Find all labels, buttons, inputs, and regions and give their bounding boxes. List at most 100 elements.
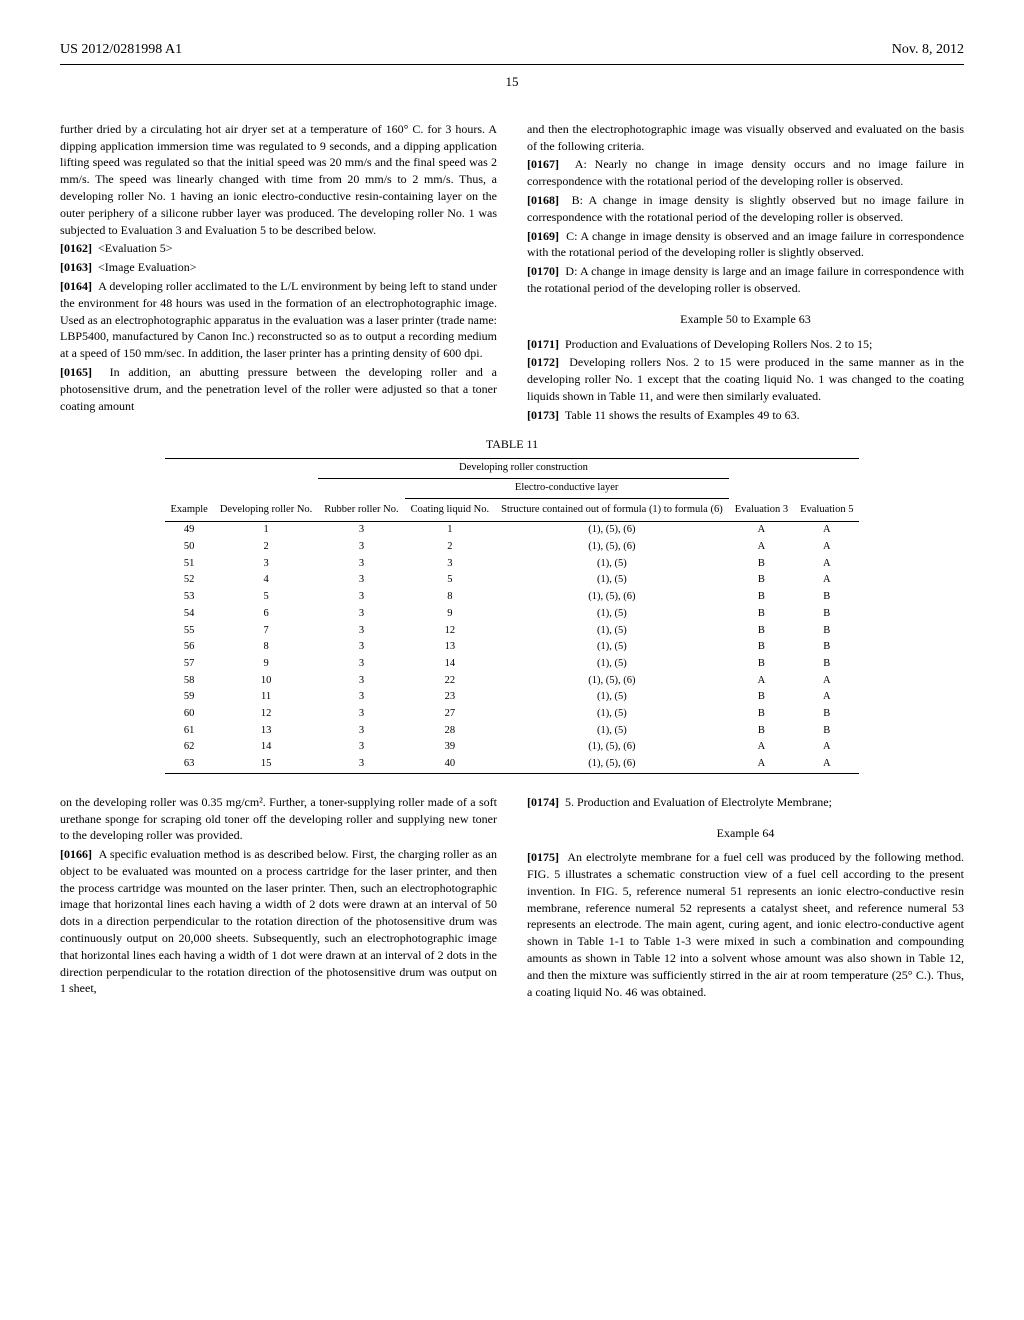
table-cell: 23	[405, 689, 495, 706]
table-row: 5810322(1), (5), (6)AA	[165, 673, 860, 690]
table-cell: 11	[214, 689, 318, 706]
table-cell: 3	[318, 556, 404, 573]
paragraph: [0166] A specific evaluation method is a…	[60, 846, 497, 997]
page-number: 15	[60, 73, 964, 91]
para-num: [0163]	[60, 260, 92, 274]
table-row: 557312(1), (5)BB	[165, 623, 860, 640]
table-sub-header: Electro-conductive layer	[405, 479, 729, 499]
para-text: An electrolyte membrane for a fuel cell …	[527, 850, 964, 998]
table-cell: 2	[405, 539, 495, 556]
table-cell: 58	[165, 673, 214, 690]
table-cell: A	[794, 673, 859, 690]
col-header: Evaluation 5	[794, 498, 859, 522]
table-cell: B	[794, 639, 859, 656]
table-cell: A	[794, 572, 859, 589]
table-cell: 53	[165, 589, 214, 606]
table-cell: 54	[165, 606, 214, 623]
paragraph: [0163] <Image Evaluation>	[60, 259, 497, 276]
col-header: Rubber roller No.	[318, 498, 404, 522]
table-cell: B	[729, 656, 794, 673]
table-cell: 3	[318, 639, 404, 656]
para-text: B: A change in image density is slightly…	[527, 193, 964, 224]
paragraph: [0162] <Evaluation 5>	[60, 240, 497, 257]
para-num: [0173]	[527, 408, 559, 422]
table-cell: 49	[165, 522, 214, 539]
table-cell: 8	[405, 589, 495, 606]
table-cell: B	[729, 706, 794, 723]
table-cell: B	[729, 639, 794, 656]
table-cell: (1), (5)	[495, 572, 729, 589]
table-cell: 3	[214, 556, 318, 573]
table-cell: A	[794, 756, 859, 773]
table-cell: 14	[214, 739, 318, 756]
table-row: 50232(1), (5), (6)AA	[165, 539, 860, 556]
example-range-title: Example 50 to Example 63	[527, 311, 964, 328]
table-cell: B	[729, 572, 794, 589]
table-cell: 3	[318, 656, 404, 673]
table-cell: (1), (5)	[495, 606, 729, 623]
paragraph: [0165] In addition, an abutting pressure…	[60, 364, 497, 414]
table-cell: A	[729, 522, 794, 539]
para-num: [0174]	[527, 795, 559, 809]
paragraph: [0170] D: A change in image density is l…	[527, 263, 964, 297]
table-cell: B	[794, 656, 859, 673]
para-num: [0168]	[527, 193, 559, 207]
table-cell: A	[794, 689, 859, 706]
table-cell: 59	[165, 689, 214, 706]
table-cell: 1	[405, 522, 495, 539]
table-cell: 52	[165, 572, 214, 589]
patent-number: US 2012/0281998 A1	[60, 40, 182, 60]
table-cell: (1), (5), (6)	[495, 539, 729, 556]
para-num: [0170]	[527, 264, 559, 278]
table-cell: B	[794, 606, 859, 623]
para-num: [0171]	[527, 337, 559, 351]
para-num: [0167]	[527, 157, 559, 171]
table-cell: 3	[318, 589, 404, 606]
table-cell: 14	[405, 656, 495, 673]
table-row: 568313(1), (5)BB	[165, 639, 860, 656]
paragraph: [0174] 5. Production and Evaluation of E…	[527, 794, 964, 811]
para-num: [0162]	[60, 241, 92, 255]
table-super-header: Developing roller construction	[318, 459, 728, 479]
table-cell: B	[729, 556, 794, 573]
table-cell: (1), (5)	[495, 656, 729, 673]
paragraph: [0169] C: A change in image density is o…	[527, 228, 964, 262]
example-64-title: Example 64	[527, 825, 964, 842]
table-row: 6315340(1), (5), (6)AA	[165, 756, 860, 773]
table-cell: B	[729, 606, 794, 623]
table-cell: B	[729, 689, 794, 706]
page-header: US 2012/0281998 A1 Nov. 8, 2012	[60, 40, 964, 65]
paragraph: [0171] Production and Evaluations of Dev…	[527, 336, 964, 353]
para-text: <Image Evaluation>	[98, 260, 197, 274]
table-cell: 62	[165, 739, 214, 756]
paragraph: [0167] A: Nearly no change in image dens…	[527, 156, 964, 190]
para-text: Developing rollers Nos. 2 to 15 were pro…	[527, 355, 964, 403]
table-title: TABLE 11	[60, 436, 964, 453]
table-cell: A	[794, 539, 859, 556]
paragraph: and then the electrophotographic image w…	[527, 121, 964, 155]
table-row: 6214339(1), (5), (6)AA	[165, 739, 860, 756]
table-cell: B	[729, 623, 794, 640]
para-text: A developing roller acclimated to the L/…	[60, 279, 497, 360]
table-cell: 6	[214, 606, 318, 623]
table-cell: (1), (5)	[495, 639, 729, 656]
table-cell: A	[729, 756, 794, 773]
table-cell: 39	[405, 739, 495, 756]
table-cell: 3	[318, 623, 404, 640]
table-cell: (1), (5)	[495, 723, 729, 740]
table-cell: B	[794, 623, 859, 640]
table-cell: 3	[318, 706, 404, 723]
table-cell: B	[794, 589, 859, 606]
table-cell: 50	[165, 539, 214, 556]
para-num: [0166]	[60, 847, 92, 861]
paragraph: on the developing roller was 0.35 mg/cm²…	[60, 794, 497, 844]
table-row: 6113328(1), (5)BB	[165, 723, 860, 740]
table-cell: 5	[405, 572, 495, 589]
table-cell: 3	[318, 606, 404, 623]
table-cell: (1), (5)	[495, 623, 729, 640]
paragraph: [0173] Table 11 shows the results of Exa…	[527, 407, 964, 424]
table-cell: 13	[214, 723, 318, 740]
table-cell: (1), (5)	[495, 706, 729, 723]
table-cell: 55	[165, 623, 214, 640]
table-cell: 61	[165, 723, 214, 740]
